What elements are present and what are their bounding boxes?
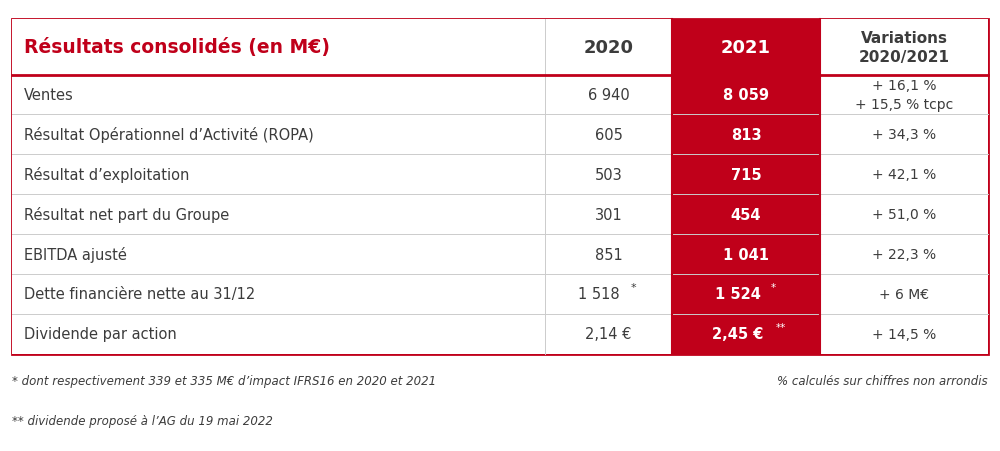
Bar [12, 274, 672, 314]
Bar [12, 195, 672, 235]
Text: + 16,1 %
+ 15,5 % tcpc: + 16,1 % + 15,5 % tcpc [855, 79, 953, 111]
Text: 715: 715 [731, 167, 761, 182]
Text: 2021: 2021 [721, 39, 771, 57]
Text: + 34,3 %: + 34,3 % [872, 128, 936, 142]
Text: 454: 454 [731, 207, 761, 222]
Bar [820, 155, 988, 195]
Text: 2020: 2020 [584, 39, 634, 57]
Text: Résultats consolidés (en M€): Résultats consolidés (en M€) [24, 38, 330, 57]
Text: *: * [771, 282, 776, 292]
Text: *: * [631, 282, 636, 292]
Bar [672, 235, 820, 274]
Text: + 6 M€: + 6 M€ [879, 287, 929, 301]
Text: Variations
2020/2021: Variations 2020/2021 [858, 31, 949, 64]
Bar [820, 235, 988, 274]
Text: Dividende par action: Dividende par action [24, 327, 177, 341]
Text: 1 518: 1 518 [578, 287, 619, 302]
Bar [12, 314, 672, 354]
Text: Résultat d’exploitation: Résultat d’exploitation [24, 167, 189, 183]
Bar [672, 274, 820, 314]
Text: + 51,0 %: + 51,0 % [872, 208, 936, 222]
Text: ** dividende proposé à l’AG du 19 mai 2022: ** dividende proposé à l’AG du 19 mai 20… [12, 414, 273, 427]
Bar [820, 115, 988, 155]
Text: 6 940: 6 940 [588, 88, 629, 103]
Text: 8 059: 8 059 [723, 88, 769, 103]
Bar [820, 314, 988, 354]
Text: 1 041: 1 041 [723, 247, 769, 262]
Bar [672, 115, 820, 155]
Bar [12, 20, 988, 75]
Bar [820, 274, 988, 314]
Text: + 42,1 %: + 42,1 % [872, 168, 936, 182]
Text: 813: 813 [731, 128, 761, 143]
Text: + 22,3 %: + 22,3 % [872, 248, 936, 262]
Text: 1 524: 1 524 [715, 287, 761, 302]
Bar [672, 20, 820, 75]
Text: **: ** [776, 322, 786, 332]
Text: Résultat Opérationnel d’Activité (ROPA): Résultat Opérationnel d’Activité (ROPA) [24, 127, 314, 143]
Text: * dont respectivement 339 et 335 M€ d’impact IFRS16 en 2020 et 2021: * dont respectivement 339 et 335 M€ d’im… [12, 375, 436, 387]
Text: 851: 851 [595, 247, 622, 262]
Text: 503: 503 [595, 167, 622, 182]
Bar [820, 195, 988, 235]
Bar [12, 75, 672, 115]
Text: 301: 301 [595, 207, 622, 222]
Text: 2,45 €: 2,45 € [712, 327, 764, 341]
Text: 605: 605 [595, 128, 622, 143]
Bar [672, 155, 820, 195]
Bar [672, 314, 820, 354]
Bar [12, 155, 672, 195]
Bar [672, 195, 820, 235]
Text: + 14,5 %: + 14,5 % [872, 327, 936, 341]
Text: 2,14 €: 2,14 € [585, 327, 632, 341]
Text: % calculés sur chiffres non arrondis: % calculés sur chiffres non arrondis [777, 375, 988, 387]
Bar [672, 75, 820, 115]
Text: Ventes: Ventes [24, 88, 74, 103]
Text: EBITDA ajusté: EBITDA ajusté [24, 247, 127, 262]
Bar [12, 115, 672, 155]
Text: Résultat net part du Groupe: Résultat net part du Groupe [24, 207, 229, 223]
Bar [12, 20, 988, 354]
Bar [12, 235, 672, 274]
Text: Dette financière nette au 31/12: Dette financière nette au 31/12 [24, 287, 255, 302]
Bar [820, 75, 988, 115]
